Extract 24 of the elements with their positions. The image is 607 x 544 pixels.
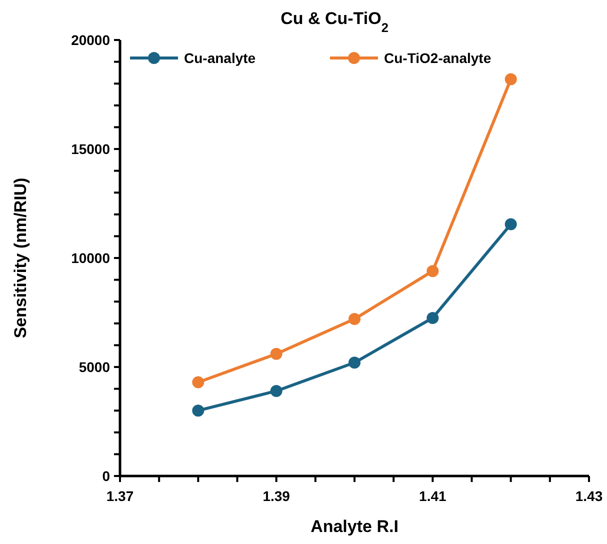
x-tick-label: 1.43 bbox=[575, 488, 603, 504]
x-tick-label: 1.41 bbox=[419, 488, 447, 504]
chart-title: Cu & Cu-TiO$_{2}$ bbox=[280, 9, 388, 34]
y-axis-title: Sensitivity (nm/RIU) bbox=[11, 178, 30, 338]
y-tick-label: 10000 bbox=[71, 250, 110, 266]
x-axis-title: Analyte R.I bbox=[310, 517, 398, 536]
y-tick-label: 15000 bbox=[71, 140, 110, 157]
y-tick-label: 0 bbox=[102, 468, 110, 484]
point bbox=[504, 73, 517, 86]
point bbox=[348, 356, 360, 369]
legend-label: Cu-analyte bbox=[184, 50, 256, 66]
y-tick-label: 5000 bbox=[78, 358, 110, 375]
y-tick-label: 20000 bbox=[71, 32, 110, 48]
point bbox=[348, 313, 360, 326]
point bbox=[270, 348, 282, 360]
x-tick-label: 1.37 bbox=[106, 488, 134, 504]
point bbox=[192, 376, 204, 388]
point bbox=[426, 312, 439, 324]
point bbox=[504, 218, 517, 230]
legend-label: Cu-TiO2-analyte bbox=[384, 50, 492, 66]
x-tick-label: 1.39 bbox=[262, 488, 290, 504]
point bbox=[270, 384, 282, 397]
point bbox=[426, 265, 439, 278]
point bbox=[192, 404, 204, 417]
